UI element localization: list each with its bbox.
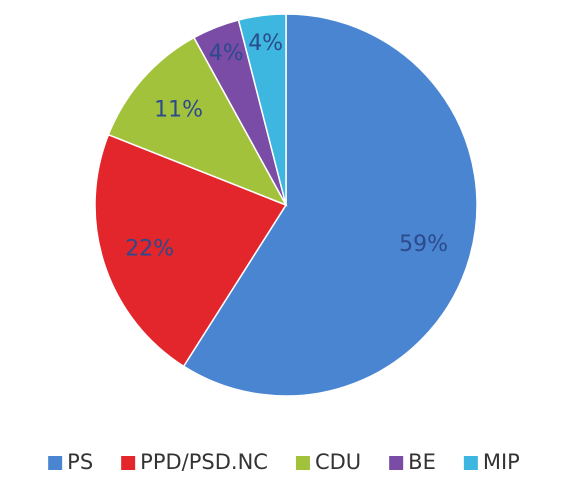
pie-slice [237,13,287,206]
data-label: 4% [248,31,283,56]
legend-swatch [295,456,310,470]
legend-label: BE [408,450,436,474]
pie-slice [182,13,478,397]
legend: PS PPD/PSD.NC CDU BE MIP [48,450,520,474]
legend-item: MIP [463,450,520,474]
pie-slice [107,36,288,207]
legend-swatch [463,456,478,470]
data-label: 22% [125,236,174,261]
data-label: 59% [399,232,448,257]
legend-item: PPD/PSD.NC [121,450,268,474]
legend-label: PPD/PSD.NC [140,450,268,474]
legend-swatch [48,456,63,470]
legend-item: CDU [295,450,361,474]
legend-swatch [121,456,136,470]
legend-swatch [389,456,404,470]
data-label: 11% [154,97,203,122]
legend-item: PS [48,450,93,474]
legend-label: PS [67,450,93,474]
legend-label: MIP [483,450,520,474]
pie: 59% 22% 11% 4% 4% [94,13,478,397]
legend-item: BE [389,450,436,474]
legend-label: CDU [315,450,361,474]
data-label: 4% [209,41,244,66]
pie-slice [94,133,288,368]
